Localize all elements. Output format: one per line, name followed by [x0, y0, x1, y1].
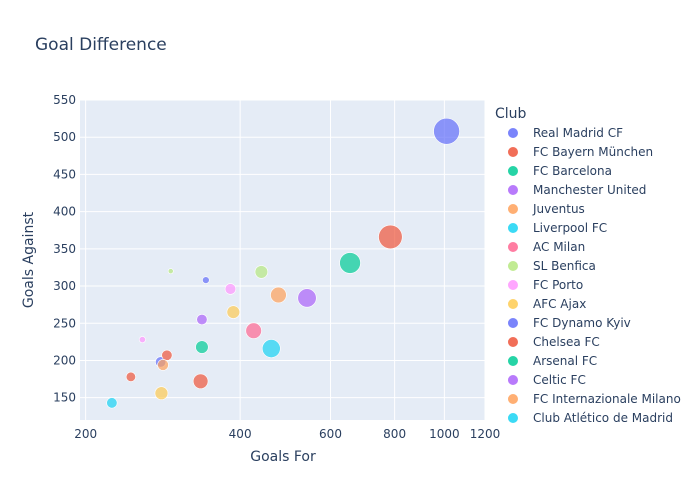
data-point [297, 288, 317, 308]
legend-label: FC Dynamo Kyiv [533, 316, 631, 330]
legend-label: Manchester United [533, 183, 646, 197]
y-tick-label: 550 [53, 93, 76, 107]
data-point [167, 268, 174, 275]
legend-label: FC Porto [533, 278, 583, 292]
data-point [254, 265, 269, 279]
x-axis-ticks: 200 400 600 800 1000 1200 [74, 427, 500, 441]
legend-marker [508, 261, 518, 271]
legend-label: FC Internazionale Milano [533, 392, 681, 406]
data-point [378, 224, 403, 250]
y-axis-title: Goals Against [21, 211, 37, 308]
gridlines [80, 99, 486, 420]
y-tick-label: 150 [53, 391, 76, 405]
legend-marker [508, 299, 518, 309]
x-tick-label: 400 [229, 427, 252, 441]
data-point [245, 322, 262, 339]
legend-label: Chelsea FC [533, 335, 600, 349]
data-point [106, 397, 118, 409]
legend-title: Club [495, 106, 527, 122]
legend-label: Celtic FC [533, 373, 586, 387]
legend-label: SL Benfica [533, 259, 596, 273]
y-tick-label: 200 [53, 353, 76, 367]
x-tick-label: 1200 [470, 427, 501, 441]
y-tick-label: 450 [53, 167, 76, 181]
x-tick-label: 600 [319, 427, 342, 441]
legend-marker [508, 185, 518, 195]
legend-label: AC Milan [533, 240, 585, 254]
plot-area [80, 100, 485, 420]
chart-title: Goal Difference [35, 35, 167, 55]
x-tick-label: 800 [383, 427, 406, 441]
legend-marker [508, 413, 518, 423]
data-point [270, 286, 287, 304]
legend: Club Real Madrid CF FC Bayern München FC B… [495, 106, 681, 425]
legend-label: Arsenal FC [533, 354, 597, 368]
data-point [226, 305, 241, 319]
y-tick-label: 500 [53, 130, 76, 144]
y-tick-label: 400 [53, 205, 76, 219]
legend-marker [508, 204, 518, 214]
legend-label: FC Bayern München [533, 145, 653, 159]
y-axis-ticks: 150 200 250 300 350 400 450 500 550 [53, 93, 76, 405]
legend-marker [508, 128, 518, 138]
data-points [106, 117, 460, 409]
y-tick-label: 300 [53, 279, 76, 293]
data-point [138, 336, 146, 344]
legend-marker [508, 280, 518, 290]
legend-label: Liverpool FC [533, 221, 607, 235]
x-tick-label: 200 [74, 427, 97, 441]
legend-marker [508, 242, 518, 252]
data-point [154, 386, 169, 400]
data-point [261, 339, 281, 358]
legend-marker [508, 147, 518, 157]
data-point [224, 283, 237, 295]
x-tick-label: 1000 [429, 427, 460, 441]
legend-label: AFC Ajax [533, 297, 586, 311]
legend-marker [508, 394, 518, 404]
legend-marker [508, 356, 518, 366]
legend-label: Juventus [532, 202, 585, 216]
legend-label: FC Barcelona [533, 164, 612, 178]
x-axis-title: Goals For [250, 449, 316, 465]
legend-marker [508, 223, 518, 233]
data-point [195, 340, 209, 354]
legend-items: Real Madrid CF FC Bayern München FC Barcel… [508, 126, 681, 425]
legend-marker [508, 375, 518, 385]
legend-marker [508, 337, 518, 347]
y-tick-label: 250 [53, 316, 76, 330]
legend-label: Real Madrid CF [533, 126, 623, 140]
data-point [157, 359, 169, 371]
data-point [433, 117, 460, 145]
legend-marker [508, 318, 518, 328]
legend-label: Club Atlético de Madrid [533, 411, 673, 425]
data-point [125, 371, 136, 382]
data-point [161, 349, 173, 361]
legend-marker [508, 166, 518, 176]
data-point [202, 276, 210, 284]
data-point [196, 313, 208, 326]
data-point [339, 252, 361, 274]
y-tick-label: 350 [53, 242, 76, 256]
data-point [192, 373, 209, 390]
